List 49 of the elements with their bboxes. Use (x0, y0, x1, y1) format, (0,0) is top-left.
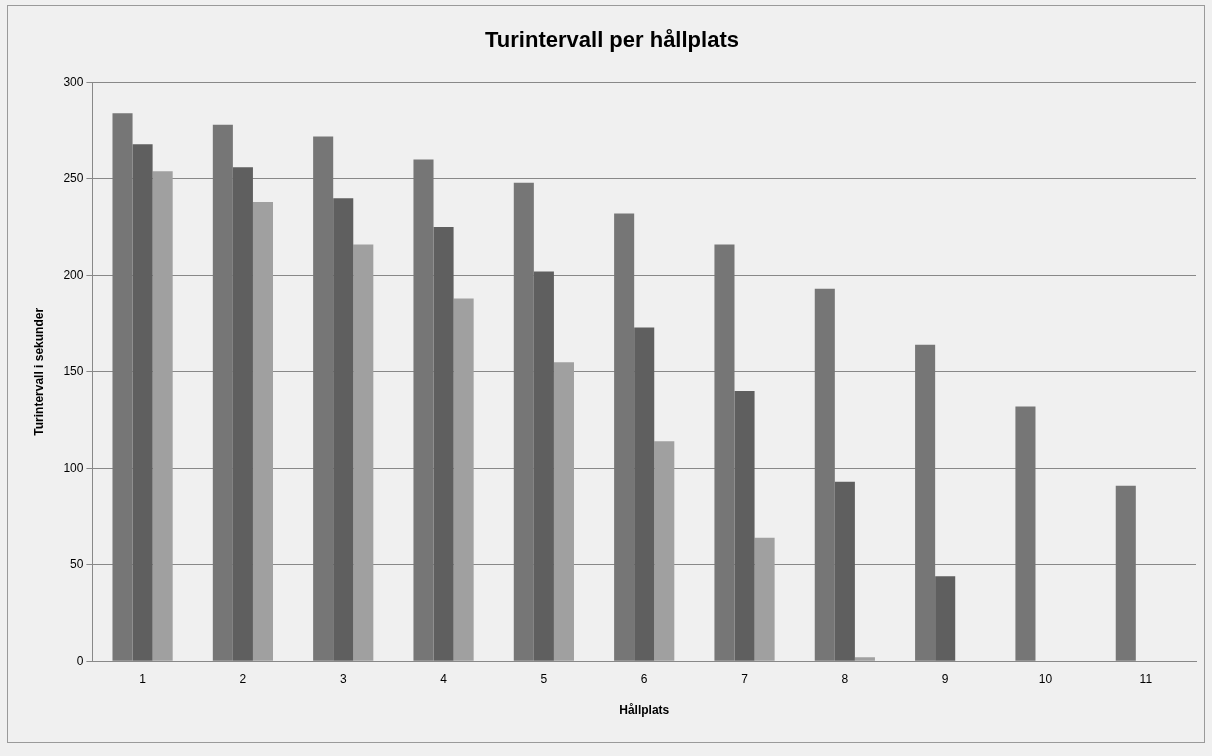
x-tick-label: 8 (841, 671, 849, 686)
bar (112, 113, 133, 661)
y-tick-label: 0 (76, 653, 84, 668)
bar (754, 537, 775, 661)
bar (152, 171, 173, 661)
bar (513, 182, 534, 661)
bar (132, 144, 153, 661)
bar (433, 227, 454, 661)
bar (654, 441, 675, 661)
bar (1115, 485, 1136, 661)
x-tick-label: 9 (941, 671, 949, 686)
bar (1015, 406, 1036, 661)
bar (614, 213, 635, 661)
bar (313, 136, 334, 661)
y-tick-label: 300 (63, 74, 84, 89)
x-tick-label: 4 (440, 671, 448, 686)
x-tick-label: 10 (1038, 671, 1053, 686)
y-tick-label: 250 (63, 171, 84, 186)
x-tick-label: 1 (139, 671, 147, 686)
x-tick-label: 5 (540, 671, 548, 686)
x-tick-label: 11 (1139, 671, 1153, 686)
x-tick-label: 7 (741, 671, 749, 686)
y-tick-label: 100 (63, 460, 84, 475)
bar (353, 244, 374, 661)
bar (935, 576, 956, 661)
bar (634, 327, 655, 661)
y-tick-label: 150 (63, 364, 84, 379)
bar (232, 167, 253, 661)
y-tick-label: 50 (70, 557, 84, 572)
x-axis-title: Hållplats (619, 703, 670, 718)
bar (333, 198, 354, 661)
bar (553, 362, 574, 661)
y-tick-label: 200 (63, 267, 84, 282)
bar (413, 159, 434, 661)
x-tick-label: 6 (640, 671, 648, 686)
y-axis-title: Turintervall i sekunder (31, 307, 46, 436)
bar (854, 657, 875, 661)
bar (915, 344, 936, 661)
bar (212, 124, 233, 661)
x-tick-label: 2 (239, 671, 247, 686)
chart-title: Turintervall per hållplats (485, 27, 739, 53)
bar (453, 298, 474, 661)
x-tick-label: 3 (339, 671, 347, 686)
bar (714, 244, 735, 661)
bar (734, 391, 755, 661)
bar (252, 202, 274, 661)
bar (814, 288, 835, 661)
bar (533, 271, 554, 661)
bar (834, 481, 855, 661)
